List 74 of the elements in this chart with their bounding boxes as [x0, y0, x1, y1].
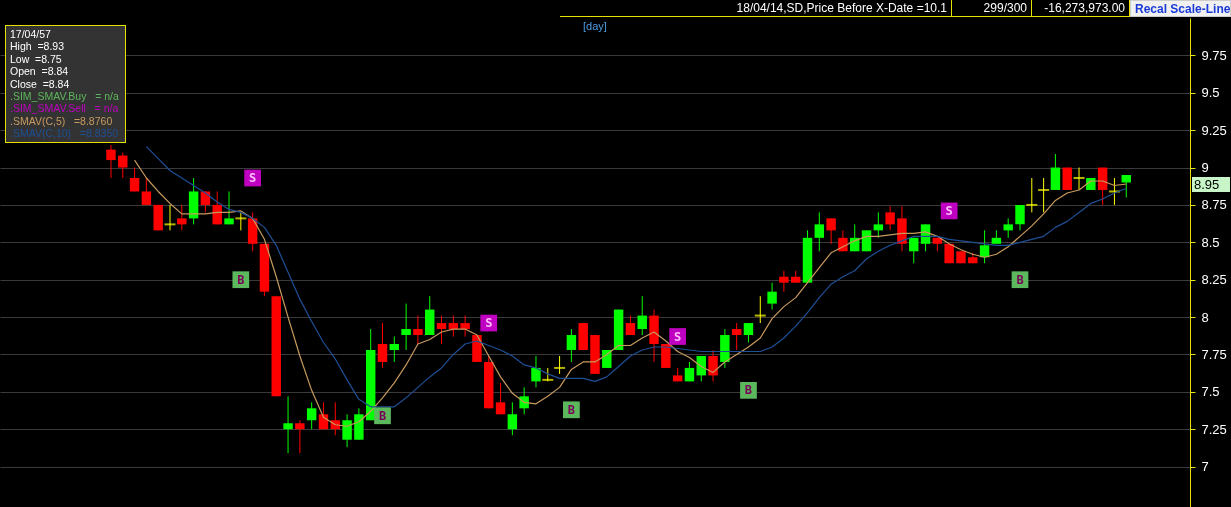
annotation: Open =8.84 — [10, 65, 70, 78]
annotation: Close =8.84 — [10, 77, 71, 91]
text: 8.95 — [1192, 177, 1230, 193]
candlestick — [295, 419, 305, 454]
candlestick — [306, 401, 317, 430]
y-tick-label: 8 — [1201, 309, 1209, 325]
candlestick — [708, 349, 718, 382]
candlestick — [566, 328, 577, 363]
y-tick-label: 9.5 — [1201, 85, 1220, 101]
candlestick — [224, 190, 234, 225]
data-label: S — [485, 316, 493, 331]
y-tick-label: 7.5 — [1201, 384, 1220, 400]
annotation: .SMAV(C,10) =8.8350 — [10, 127, 119, 140]
candlestick — [826, 217, 836, 245]
data-label: B — [744, 383, 753, 398]
annotation: 17/04/57 — [10, 28, 52, 41]
candlestick — [401, 303, 411, 351]
candlestick — [389, 336, 400, 363]
recal-button: Recal Scale-Line — [1130, 0, 1231, 17]
y-tick-label: 7.25 — [1201, 421, 1227, 437]
y-tick-label: 8.25 — [1201, 272, 1227, 288]
text: 18/04/14,SD,Price Before X-Date =10.1 — [560, 0, 952, 17]
candlestick — [377, 322, 388, 369]
y-tick-label: 7.75 — [1201, 346, 1227, 362]
data-label: B — [567, 402, 576, 417]
candlestick — [1038, 177, 1050, 213]
data-label: S — [249, 171, 257, 186]
candlestick — [779, 270, 789, 293]
data-label: B — [237, 272, 245, 287]
candlestick — [141, 177, 152, 206]
text: 299/300 — [952, 0, 1032, 17]
candlestick — [743, 322, 754, 343]
candlestick — [507, 401, 518, 436]
candlestick — [767, 282, 777, 311]
candlestick — [885, 205, 895, 231]
annotation: .SMAV(C,5) =8.8760 — [10, 114, 114, 128]
candlestick — [909, 237, 919, 264]
candlestick — [1003, 217, 1013, 239]
candlestick — [118, 152, 128, 179]
candlestick — [164, 204, 176, 231]
candlestick — [342, 413, 352, 448]
candlestick — [495, 382, 506, 415]
candlestick — [106, 144, 116, 179]
y-tick-label: 8.75 — [1201, 197, 1227, 213]
y-tick-label: 9.75 — [1201, 47, 1227, 63]
annotation: Low =8.75 — [10, 52, 63, 66]
candlestick — [1050, 153, 1061, 191]
candlestick — [1073, 167, 1085, 191]
candlestick — [413, 315, 423, 345]
candlestick — [283, 395, 293, 454]
y-tick-label: 8.5 — [1201, 234, 1220, 250]
y-tick-label: 9.25 — [1201, 122, 1227, 138]
chart-title: [day] — [583, 20, 607, 32]
candlestick — [731, 322, 742, 351]
annotation: .SIM_SMAV.Buy = n/a — [10, 90, 119, 103]
y-tick-label: 7 — [1201, 459, 1209, 475]
data-label: B — [1016, 272, 1024, 287]
candlestick — [814, 211, 825, 252]
candlestick — [637, 295, 647, 336]
annotation: .SIM_SMAV.Sell = n/a — [10, 102, 119, 115]
y-tick-label: 9 — [1201, 160, 1209, 176]
candlestick — [531, 355, 541, 388]
candlestick — [177, 204, 187, 231]
candlestick — [1015, 204, 1025, 231]
text: -16,273,973.00 — [1032, 0, 1130, 17]
data-label: S — [945, 203, 953, 218]
candlestick — [1026, 177, 1038, 213]
candlestick — [754, 295, 766, 324]
data-label: B — [378, 408, 387, 423]
candlestick — [436, 315, 447, 345]
annotation: High =8.93 — [10, 40, 65, 53]
data-label: S — [674, 329, 682, 344]
candlestick — [873, 211, 884, 239]
candlestick — [460, 315, 470, 338]
